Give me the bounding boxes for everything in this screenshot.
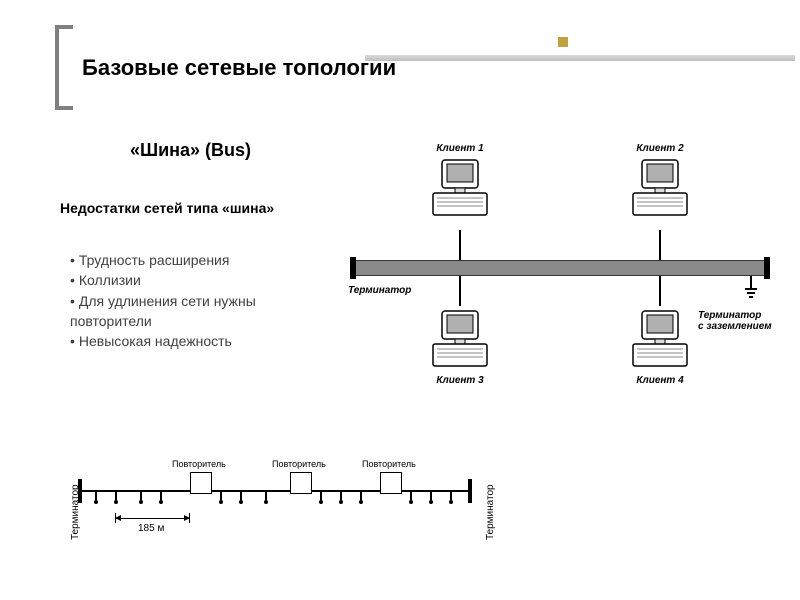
node-tick bbox=[115, 490, 117, 500]
node-tick bbox=[160, 490, 162, 500]
node-dot bbox=[264, 500, 268, 504]
node-dot bbox=[359, 500, 363, 504]
repeater-label: Повторитель bbox=[362, 459, 416, 469]
node-tick bbox=[430, 490, 432, 500]
client-computer: Клиент 1 bbox=[425, 143, 495, 224]
client-label: Клиент 2 bbox=[625, 143, 695, 154]
bullet-item: Коллизии bbox=[70, 270, 320, 290]
node-tick bbox=[450, 490, 452, 500]
computer-icon bbox=[425, 305, 495, 375]
terminator bbox=[468, 479, 472, 503]
title-rule bbox=[365, 55, 795, 61]
node-dot bbox=[239, 500, 243, 504]
computer-icon bbox=[625, 305, 695, 375]
node-dot bbox=[409, 500, 413, 504]
node-tick bbox=[220, 490, 222, 500]
section-heading: Недостатки сетей типа «шина» bbox=[60, 200, 274, 216]
repeater-box bbox=[380, 472, 402, 494]
node-tick bbox=[340, 490, 342, 500]
repeater-box bbox=[190, 472, 212, 494]
terminator-right-text: Терминатор с заземлением bbox=[698, 310, 772, 332]
node-dot bbox=[139, 500, 143, 504]
node-dot bbox=[159, 500, 163, 504]
terminator-label: Терминатор bbox=[70, 484, 81, 540]
node-dot bbox=[219, 500, 223, 504]
drop-cable bbox=[459, 230, 461, 260]
client-computer: Клиент 4 bbox=[625, 305, 695, 386]
node-dot bbox=[449, 500, 453, 504]
bullet-item: Трудность расширения bbox=[70, 250, 320, 270]
repeater-label: Повторитель bbox=[272, 459, 326, 469]
accent-square bbox=[558, 37, 568, 47]
node-tick bbox=[265, 490, 267, 500]
title-bracket bbox=[55, 25, 73, 110]
dimension-label: 185 м bbox=[138, 523, 164, 534]
slide-title: Базовые сетевые топологии bbox=[82, 55, 396, 81]
node-tick bbox=[360, 490, 362, 500]
node-tick bbox=[140, 490, 142, 500]
client-computer: Клиент 3 bbox=[425, 305, 495, 386]
repeater-box bbox=[290, 472, 312, 494]
node-dot bbox=[319, 500, 323, 504]
terminator-left bbox=[350, 257, 356, 279]
bus-topology-diagram: Терминатор Терминатор с заземлением Клие… bbox=[350, 125, 780, 425]
computer-icon bbox=[425, 154, 495, 224]
node-dot bbox=[114, 500, 118, 504]
bullet-list: Трудность расширения Коллизии Для удлине… bbox=[70, 250, 320, 351]
terminator-right bbox=[764, 257, 770, 279]
drop-cable bbox=[659, 230, 661, 260]
client-label: Клиент 1 bbox=[425, 143, 495, 154]
node-dot bbox=[94, 500, 98, 504]
repeater-diagram: Терминатор Терминатор ПовторительПовтори… bbox=[60, 435, 490, 565]
node-tick bbox=[95, 490, 97, 500]
terminator-right-label: Терминатор с заземлением bbox=[698, 310, 788, 332]
drop-cable bbox=[459, 276, 461, 306]
repeater-label: Повторитель bbox=[172, 459, 226, 469]
client-label: Клиент 3 bbox=[425, 375, 495, 386]
client-computer: Клиент 2 bbox=[625, 143, 695, 224]
computer-icon bbox=[625, 154, 695, 224]
node-tick bbox=[410, 490, 412, 500]
slide-subtitle: «Шина» (Bus) bbox=[130, 140, 251, 161]
bullet-item: Невысокая надежность bbox=[70, 331, 320, 351]
node-tick bbox=[320, 490, 322, 500]
bullet-item: Для удлинения сети нужны повторители bbox=[70, 291, 320, 332]
node-tick bbox=[240, 490, 242, 500]
terminator-left-label: Терминатор bbox=[348, 285, 411, 296]
bus-cable bbox=[355, 260, 765, 276]
client-label: Клиент 4 bbox=[625, 375, 695, 386]
terminator-label: Терминатор bbox=[485, 484, 496, 540]
drop-cable bbox=[659, 276, 661, 306]
node-dot bbox=[429, 500, 433, 504]
node-dot bbox=[339, 500, 343, 504]
